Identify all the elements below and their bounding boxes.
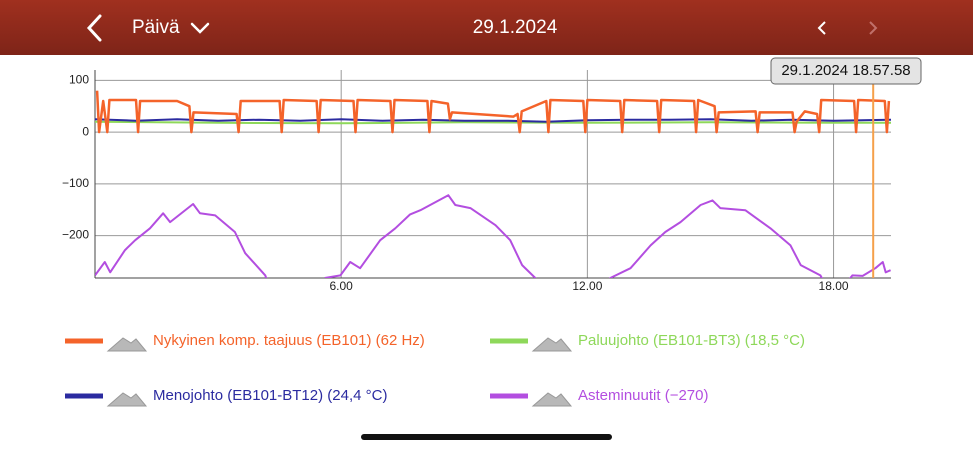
legend-area-icon: [531, 337, 573, 352]
legend-label: Menojohto (EB101-BT12) (24,4 °C): [153, 387, 387, 404]
legend-area-icon: [531, 392, 573, 407]
period-selector[interactable]: Päivä: [132, 17, 180, 38]
series-line: [95, 194, 891, 278]
period-dropdown[interactable]: [190, 22, 210, 34]
header-bar: [0, 0, 973, 55]
cursor-tooltip: [770, 57, 922, 85]
y-tick-label: 100: [69, 73, 89, 87]
next-day[interactable]: [869, 21, 878, 35]
y-tick-label: −100: [62, 176, 89, 190]
plot-area: [95, 90, 891, 278]
legend-label: Nykyinen komp. taajuus (EB101) (62 Hz): [153, 332, 425, 349]
x-tick-label: 6.00: [330, 279, 354, 293]
y-tick-label: −200: [62, 228, 89, 242]
back-button[interactable]: [86, 14, 102, 42]
series-line: [95, 120, 891, 125]
prev-day[interactable]: [817, 21, 826, 35]
date-title: 29.1.2024: [473, 17, 558, 38]
legend-area-icon: [106, 392, 148, 407]
legend-label: Asteminuutit (−270): [578, 387, 708, 404]
y-tick-label: 0: [82, 124, 89, 138]
chart: 100 0 −100 −200 6.00 12.00 18.00 29.1.2024 18.5…: [62, 57, 922, 407]
x-tick-label: 18.00: [819, 279, 849, 293]
home-indicator: [361, 434, 612, 440]
x-tick-label: 12.00: [572, 279, 602, 293]
cursor-tooltip-label: 29.1.2024 18.57.58: [781, 62, 910, 79]
series-line: [95, 118, 891, 123]
legend-label: Paluujohto (EB101-BT3) (18,5 °C): [578, 332, 805, 349]
legend-area-icon: [106, 337, 148, 352]
series-line: [95, 90, 891, 134]
